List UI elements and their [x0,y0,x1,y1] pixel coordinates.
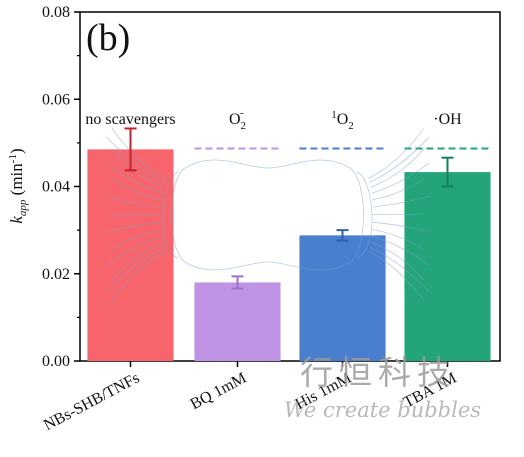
logo-field-line [369,246,430,292]
logo-field-line [106,235,164,266]
y-axis-title-sub: app [17,199,29,216]
watermark-english: We create bubbles [284,398,481,422]
logo-field-line [371,235,430,266]
watermark-logo [106,128,430,302]
logo-field-line [371,162,430,194]
y-tick-label: 0.00 [42,353,70,370]
bars-group [87,149,491,361]
logo-field-line [111,213,163,215]
logo-field-line [372,221,430,233]
watermark-chinese: 行恒科技 [300,353,456,392]
logo-field-line [370,148,425,188]
logo-field-line [106,162,164,194]
y-tick-label: 0.02 [42,266,70,283]
logo-field-line [368,250,425,302]
bar [404,172,491,361]
logo-field-line [368,128,425,179]
scavenger-labels-group: no scavengers O2- 1O2 ·OH [85,107,462,132]
logo-field-line [370,241,425,281]
bar [87,149,174,361]
bar [194,282,281,361]
logo-field-line [372,213,425,215]
scavenger-label: O2- [229,107,246,132]
scavenger-label: 1O2 [331,109,354,132]
logo-bubble-outline [171,159,364,271]
bar [299,235,386,361]
error-bars-group [124,127,454,290]
y-tick-label: 0.06 [42,91,70,108]
scavenger-label: no scavengers [85,111,175,128]
x-tick-label: BQ 1mM [188,370,250,414]
y-tick-label: 0.08 [42,4,70,21]
logo-field-line [106,195,163,208]
logo-field-line [369,136,430,183]
y-axis-title-unit: (min [7,163,26,196]
x-tick-label: NBs-SHB/TNFs [41,370,142,435]
logo-field-line [111,241,165,281]
y-axis-title: kapp (min-1) [7,148,29,223]
logo-field-line [372,195,430,208]
logo-field-line [111,178,163,201]
logo-field-line [106,246,166,292]
panel-label: (b) [86,17,130,59]
y-axis-title-sup: -1 [7,154,19,163]
y-axis-title-k: k [7,216,26,224]
y-axis: 0.00 0.02 0.04 0.06 0.08 [42,4,80,370]
logo-field-line [111,250,167,302]
scavenger-label: ·OH [433,111,462,128]
logo-field-line [111,148,165,188]
logo-field-line [111,229,163,250]
y-axis-title-close: ) [7,148,26,154]
y-tick-label: 0.04 [42,179,70,196]
logo-field-line [372,229,425,250]
logo-field-line [111,128,167,179]
logo-field-line [106,136,166,183]
logo-bubble-rim [162,171,373,259]
logo-field-line [372,178,425,201]
logo-field-line [106,221,163,233]
